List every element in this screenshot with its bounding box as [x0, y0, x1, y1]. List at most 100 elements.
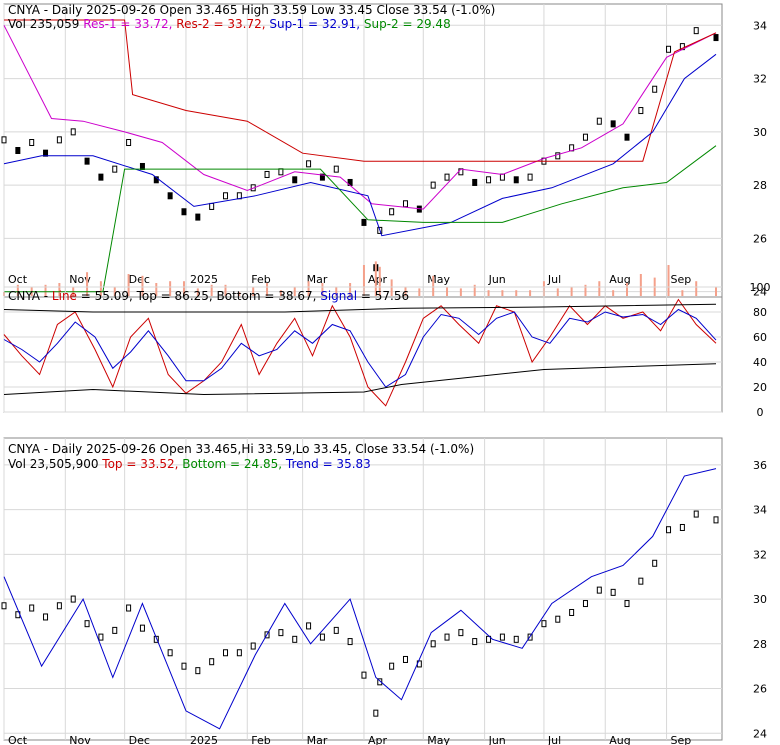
price-header-line2: Vol 235,059 Res-1 = 33.72, Res-2 = 33.72… — [8, 17, 451, 31]
price-candle — [638, 107, 644, 115]
x-tick-label: Sep — [671, 734, 692, 745]
x-tick-label: Feb — [251, 734, 270, 745]
y-tick-label: 26 — [753, 232, 767, 245]
price-candle — [555, 152, 561, 160]
price-candle — [377, 678, 383, 686]
price-candle — [250, 642, 256, 650]
x-tick-label: 2025 — [190, 734, 218, 745]
price-candle — [56, 602, 62, 610]
trend-header-line1: CNYA - Daily 2025-09-26 Open 33.465,Hi 3… — [8, 442, 474, 456]
price-panel: 24 26 28 30 32 34 Oct Nov Dec 2025 Feb Mar Apr May Jun… — [1, 4, 767, 299]
price-header-line2-segment: Sup-1 = 32.91, — [269, 17, 363, 31]
price-candle — [29, 139, 35, 147]
price-candle — [195, 667, 201, 675]
y-tick-label: 100 — [750, 281, 771, 294]
oscillator-header-segment: Top — [136, 289, 157, 303]
price-candle — [569, 608, 575, 616]
y-tick-label: 34 — [753, 19, 767, 32]
x-tick-label: May — [427, 734, 450, 745]
x-tick-label: Jun — [488, 273, 506, 286]
price-candle — [112, 165, 118, 173]
oscillator-header-segment: = 38.67, — [261, 289, 321, 303]
x-tick-label: Dec — [129, 734, 150, 745]
price-candle — [181, 208, 187, 216]
price-candle — [444, 633, 450, 641]
price-candle — [306, 622, 312, 630]
y-tick-label: 28 — [753, 638, 767, 651]
y-tick-label: 26 — [753, 683, 767, 696]
price-candle — [84, 620, 90, 628]
x-tick-label: Dec — [129, 273, 150, 286]
price-candle — [499, 173, 505, 181]
price-candle — [112, 626, 118, 634]
y-tick-label: 0 — [757, 406, 764, 419]
series-trend — [3, 468, 717, 730]
oscillator-header-segment: Line — [52, 289, 77, 303]
x-tick-label: Feb — [251, 273, 270, 286]
trend-panel: 24 26 28 30 32 34 36 Oct Nov Dec 2025 Feb Mar Apr May J… — [1, 438, 767, 745]
trend-header-line2-segment: Bottom = 24.85, — [182, 457, 286, 471]
oscillator-header: CNYA - Line = 55.09, Top = 86.25, Bottom… — [8, 289, 409, 303]
y-tick-label: 30 — [753, 126, 767, 139]
price-candle — [167, 649, 173, 657]
price-candle — [236, 649, 242, 657]
oscillator-header-segment: Bottom — [217, 289, 261, 303]
x-tick-label: Nov — [69, 734, 91, 745]
price-candle — [389, 208, 395, 216]
price-candle — [652, 85, 658, 93]
y-tick-label: 36 — [753, 459, 767, 472]
x-tick-label: Jul — [547, 273, 561, 286]
price-candle — [333, 165, 339, 173]
price-candle — [167, 192, 173, 200]
x-tick-label: 2025 — [190, 273, 218, 286]
price-candle — [347, 638, 353, 646]
price-candle — [139, 624, 145, 632]
price-candle — [666, 45, 672, 53]
price-candle — [209, 202, 215, 210]
price-candle — [153, 635, 159, 643]
price-candle — [582, 133, 588, 141]
price-candle — [693, 27, 699, 35]
price-candle — [458, 629, 464, 637]
price-candle — [278, 168, 284, 176]
series-res-1 — [3, 25, 717, 210]
oscillator-header-segment: = 55.09, — [77, 289, 137, 303]
x-tick-label: Aug — [609, 734, 630, 745]
price-header-line2-segment: Vol 235,059 — [8, 17, 83, 31]
y-tick-label: 32 — [753, 548, 767, 561]
price-panel-frame — [3, 3, 723, 298]
price-candle — [292, 635, 298, 643]
price-candle — [70, 128, 76, 136]
price-candle — [624, 133, 630, 141]
price-candle — [430, 640, 436, 648]
y-tick-label: 40 — [753, 356, 767, 369]
price-candle — [541, 620, 547, 628]
price-candle — [1, 602, 7, 610]
price-candle — [472, 178, 478, 186]
series-res-2 — [4, 19, 717, 162]
price-candle — [126, 604, 132, 612]
price-candle — [555, 615, 561, 623]
price-candle — [56, 136, 62, 144]
price-candle — [713, 516, 719, 524]
price-candle — [43, 613, 49, 621]
price-candle — [139, 162, 145, 170]
price-candle — [292, 176, 298, 184]
x-tick-label: Mar — [307, 734, 328, 745]
x-tick-label: Apr — [368, 734, 388, 745]
oscillator-header-segment: CNYA - — [8, 289, 52, 303]
price-candle — [638, 577, 644, 585]
trend-header-line2-segment: Vol 23,505,900 — [8, 457, 102, 471]
oscillator-header-segment: = 57.56 — [357, 289, 409, 303]
x-tick-label: Oct — [8, 734, 28, 745]
series-line — [3, 298, 717, 407]
price-candle — [486, 176, 492, 184]
price-candle — [472, 638, 478, 646]
price-candle — [402, 200, 408, 208]
price-candle — [195, 213, 201, 221]
y-tick-label: 30 — [753, 593, 767, 606]
price-candle — [652, 559, 658, 567]
y-tick-label: 34 — [753, 504, 767, 517]
price-candle — [29, 604, 35, 612]
